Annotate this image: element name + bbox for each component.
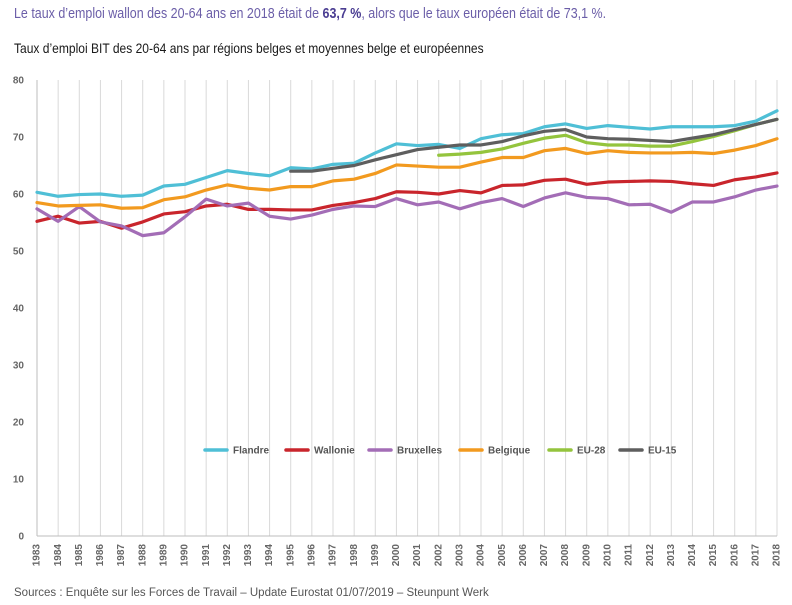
y-tick-label: 40 [13,304,25,315]
y-tick-label: 20 [13,418,25,429]
x-tick-label: 1988 [137,544,148,567]
x-tick-label: 2018 [772,544,783,567]
x-tick-label: 2016 [729,544,740,567]
legend-label-eu-15: EU-15 [648,446,677,457]
headline-after: , alors que le taux européen était de 73… [361,6,607,22]
x-tick-label: 2000 [391,544,402,567]
x-tick-label: 2008 [560,544,571,567]
x-tick-label: 2010 [602,544,613,567]
y-tick-label: 70 [13,133,25,144]
x-tick-label: 1985 [74,544,85,567]
x-tick-label: 2002 [433,544,444,567]
x-tick-label: 1989 [158,544,169,567]
series-line-belgique [35,137,779,210]
legend-label-bruxelles: Bruxelles [397,446,442,457]
x-tick-label: 2012 [645,544,656,567]
y-tick-label: 60 [13,190,25,201]
chart-grid [36,80,778,536]
x-tick-label: 2017 [750,544,761,567]
x-tick-label: 2003 [454,544,465,567]
x-tick-label: 1992 [222,544,233,567]
headline: Le taux d’emploi wallon des 20-64 ans en… [14,6,606,22]
chart-title: Taux d’emploi BIT des 20-64 ans par régi… [14,40,484,56]
x-tick-label: 2005 [497,544,508,567]
legend-label-flandre: Flandre [233,446,270,457]
x-tick-label: 2006 [518,544,529,567]
series-line-wallonie [35,171,779,230]
legend-label-belgique: Belgique [488,446,531,457]
x-tick-label: 1998 [349,544,360,567]
y-axis: 0 10 20 30 40 50 60 70 80 [13,76,38,543]
legend: Flandre Wallonie Bruxelles Belgique EU-28 EU-… [203,446,677,457]
x-axis: 1983 1984 1985 1986 1987 1988 1989 1990 1991 1992… [32,535,783,567]
x-tick-label: 1990 [180,544,191,567]
x-tick-label: 1999 [370,544,381,567]
source-note: Sources : Enquête sur les Forces de Trav… [14,587,489,599]
x-tick-label: 2014 [687,544,698,567]
x-tick-label: 1996 [306,544,317,567]
series-lines [35,109,779,238]
x-tick-label: 2004 [476,544,487,567]
y-tick-label: 0 [18,532,24,543]
x-tick-label: 1997 [328,544,339,567]
x-tick-label: 1987 [116,544,127,567]
x-tick-label: 1993 [243,544,254,567]
y-tick-label: 10 [13,475,25,486]
series-line-bruxelles [35,184,779,238]
x-tick-label: 2001 [412,544,423,567]
x-tick-label: 2009 [581,544,592,567]
x-tick-label: 1991 [201,544,212,567]
y-tick-label: 50 [13,247,25,258]
x-tick-label: 2015 [708,544,719,567]
y-tick-label: 30 [13,361,25,372]
x-tick-label: 2013 [666,544,677,567]
x-tick-label: 1984 [53,544,64,567]
x-tick-label: 1994 [264,544,275,567]
y-tick-label: 80 [13,76,25,87]
legend-label-wallonie: Wallonie [314,446,355,457]
headline-highlight: 63,7 % [322,6,362,22]
x-tick-label: 1995 [285,544,296,567]
x-tick-label: 2007 [539,544,550,567]
x-tick-label: 2011 [624,544,635,566]
x-tick-label: 1983 [32,544,43,567]
series-line-flandre [35,109,779,198]
headline-before: Le taux d’emploi wallon des 20-64 ans en… [14,6,323,22]
series-line-eu-15 [289,117,779,173]
legend-label-eu-28: EU-28 [577,446,606,457]
x-tick-label: 1986 [95,544,106,567]
